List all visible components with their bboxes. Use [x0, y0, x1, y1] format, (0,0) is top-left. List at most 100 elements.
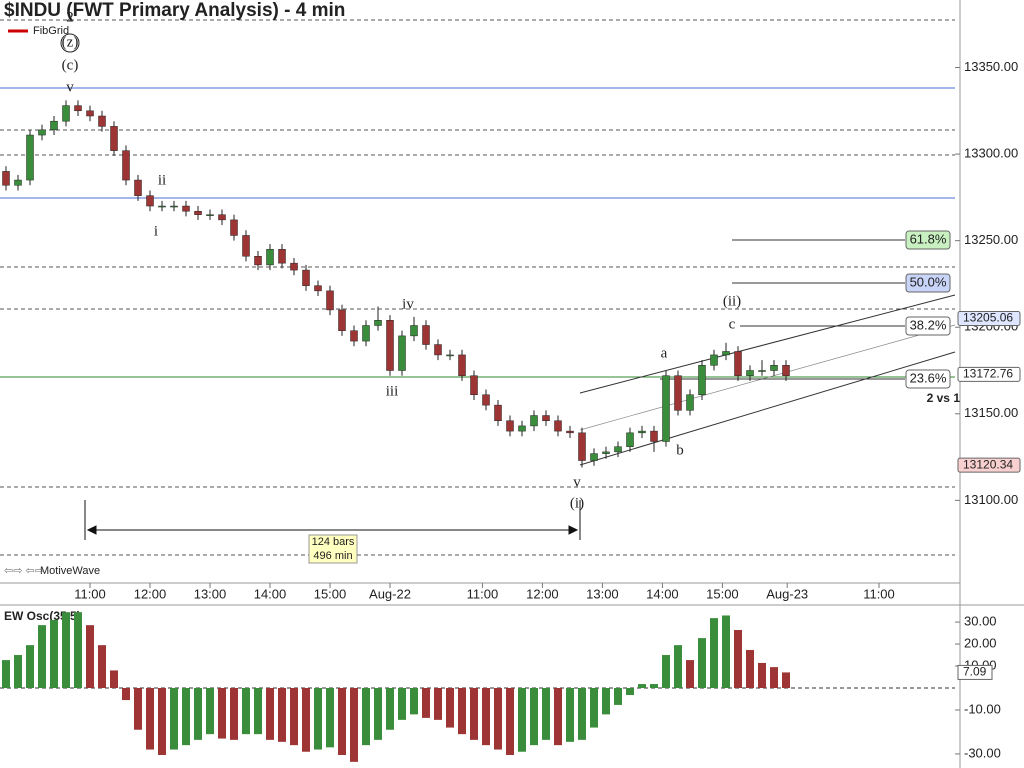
candle-body	[62, 105, 70, 122]
osc-bar	[62, 612, 70, 688]
osc-bar	[134, 688, 142, 730]
candle-body	[50, 120, 58, 131]
osc-bar	[782, 672, 790, 688]
osc-bar	[2, 660, 10, 688]
candle-body	[98, 115, 106, 127]
y-tick-label: 13100.00	[964, 492, 1018, 507]
candle-body	[530, 415, 538, 427]
osc-bar	[74, 612, 82, 688]
osc-bar	[710, 618, 718, 688]
osc-bar	[170, 688, 178, 750]
fib-box	[905, 316, 951, 336]
channel	[579, 239, 956, 466]
candle-body	[254, 255, 262, 266]
wave-label: a	[661, 345, 668, 361]
osc-bar	[578, 688, 586, 740]
osc-bar	[362, 688, 370, 746]
wave-label: ii	[158, 172, 166, 188]
osc-bar	[662, 655, 670, 688]
osc-bar	[650, 684, 658, 688]
osc-bar	[266, 688, 274, 740]
osc-bar	[146, 688, 154, 750]
osc-bar	[686, 660, 694, 688]
osc-bar	[398, 688, 406, 720]
osc-bar	[14, 655, 22, 688]
wave-label: (c)	[62, 57, 79, 73]
fib-box	[905, 369, 951, 389]
candle-body	[626, 432, 634, 447]
osc-bar	[518, 688, 526, 752]
candle-body	[482, 394, 490, 406]
candle-body	[74, 105, 82, 112]
scroll-icons[interactable]: ⇦⇨ ⇦⇨	[4, 565, 44, 577]
osc-bar	[734, 629, 742, 688]
legend-label[interactable]: FibGrid	[33, 25, 69, 37]
candle-body	[554, 420, 562, 432]
candle-body	[782, 365, 790, 376]
candle-body	[230, 219, 238, 236]
osc-bar	[458, 688, 466, 735]
price-tag	[957, 310, 1021, 326]
wave-circle	[60, 33, 80, 53]
osc-bar	[338, 688, 346, 756]
osc-bar	[326, 688, 334, 748]
candle-body	[218, 214, 226, 221]
osc-bar	[698, 638, 706, 688]
candle-body	[638, 430, 646, 434]
channel-line	[579, 324, 956, 431]
osc-bar	[98, 645, 106, 688]
osc-bar	[314, 688, 322, 750]
candle-body	[146, 195, 154, 207]
candle-body	[2, 171, 10, 186]
candle-body	[698, 365, 706, 395]
candle-body	[494, 404, 502, 421]
fib-label: 50.0%	[910, 274, 947, 289]
candle-body	[278, 249, 286, 264]
price-tag-label: 13172.76	[963, 367, 1013, 381]
fib-label: 23.6%	[910, 370, 947, 385]
osc-bar	[746, 649, 754, 688]
measure-text: 496 min	[313, 550, 352, 562]
candle-body	[302, 269, 310, 286]
candle-body	[398, 335, 406, 371]
osc-bar	[38, 625, 46, 688]
y-tick-label: -30.00	[964, 745, 1001, 760]
x-tick-label: 15:00	[706, 586, 739, 601]
y-tick-label: 13300.00	[964, 146, 1018, 161]
osc-bar	[410, 688, 418, 715]
candle-body	[758, 370, 766, 372]
measure-text: 124 bars	[312, 536, 355, 548]
candle-body	[122, 150, 130, 181]
y-tick-label: -10.00	[964, 701, 1001, 716]
osc-bar	[674, 645, 682, 688]
price-tag	[957, 366, 1021, 382]
candle-body	[602, 451, 610, 454]
osc-bar	[530, 688, 538, 746]
osc-bar	[722, 615, 730, 688]
osc-bar	[590, 688, 598, 728]
x-tick-label: 13:00	[586, 586, 619, 601]
fib-box	[905, 230, 951, 250]
osc-tag	[957, 664, 993, 680]
x-tick-label: 12:00	[526, 586, 559, 601]
x-tick-label: 13:00	[194, 586, 227, 601]
osc-bar	[494, 688, 502, 750]
y-tick-label: 30.00	[964, 614, 997, 629]
candle-body	[434, 344, 442, 356]
candle-body	[14, 179, 22, 186]
osc-bar	[194, 688, 202, 740]
osc-bar	[602, 688, 610, 715]
osc-bar	[614, 688, 622, 705]
osc-bar	[554, 688, 562, 746]
measure-box	[308, 534, 358, 564]
osc-bar	[122, 688, 130, 701]
x-tick-label: 11:00	[74, 586, 106, 601]
candle-body	[374, 320, 382, 326]
osc-bar	[182, 688, 190, 746]
fib-box	[905, 273, 951, 293]
measure-arrows	[86, 525, 579, 535]
x-tick-label: 11:00	[863, 586, 895, 601]
osc-bar	[302, 688, 310, 752]
osc-bar	[218, 688, 226, 739]
